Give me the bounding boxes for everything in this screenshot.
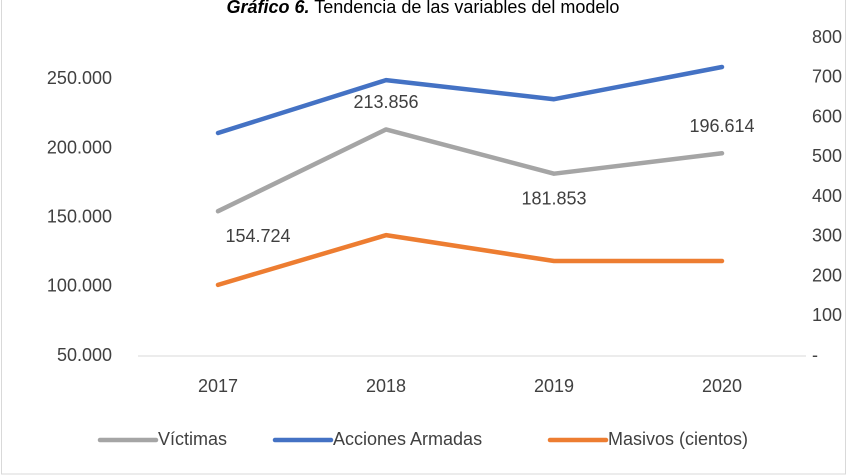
x-tick-label: 2019 [534,376,574,396]
title-text: Tendencia de las variables del modelo [314,0,619,17]
y-tick-label: 250.000 [47,68,112,88]
data-label: 154.724 [225,226,290,246]
data-label: 181.853 [521,188,586,208]
y2-tick-label: 100 [812,305,842,325]
y2-tick-label: 600 [812,106,842,126]
y2-tick-label: 400 [812,186,842,206]
series-line [215,64,725,136]
y-tick-label: 100.000 [47,276,112,296]
y-tick-label: 200.000 [47,137,112,157]
legend-label: Acciones Armadas [333,429,482,449]
y2-tick-label: 500 [812,146,842,166]
legend-label: Víctimas [158,429,227,449]
chart-title: Gráfico 6. Tendencia de las variables de… [227,0,620,17]
series-line [215,127,725,214]
title-prefix: Gráfico 6. [227,0,310,17]
x-tick-label: 2017 [198,376,238,396]
y2-tick-label: 300 [812,226,842,246]
legend-label: Masivos (cientos) [608,429,748,449]
data-label: 213.856 [353,92,418,112]
x-tick-label: 2018 [366,376,406,396]
x-tick-label: 2020 [702,376,742,396]
y2-tick-label: 800 [812,27,842,47]
series-line [215,232,725,288]
y2-tick-label: 200 [812,265,842,285]
y2-tick-label: - [812,345,818,365]
data-label: 196.614 [689,116,754,136]
y-tick-label: 50.000 [57,345,112,365]
y2-tick-label: 700 [812,67,842,87]
y-tick-label: 150.000 [47,206,112,226]
